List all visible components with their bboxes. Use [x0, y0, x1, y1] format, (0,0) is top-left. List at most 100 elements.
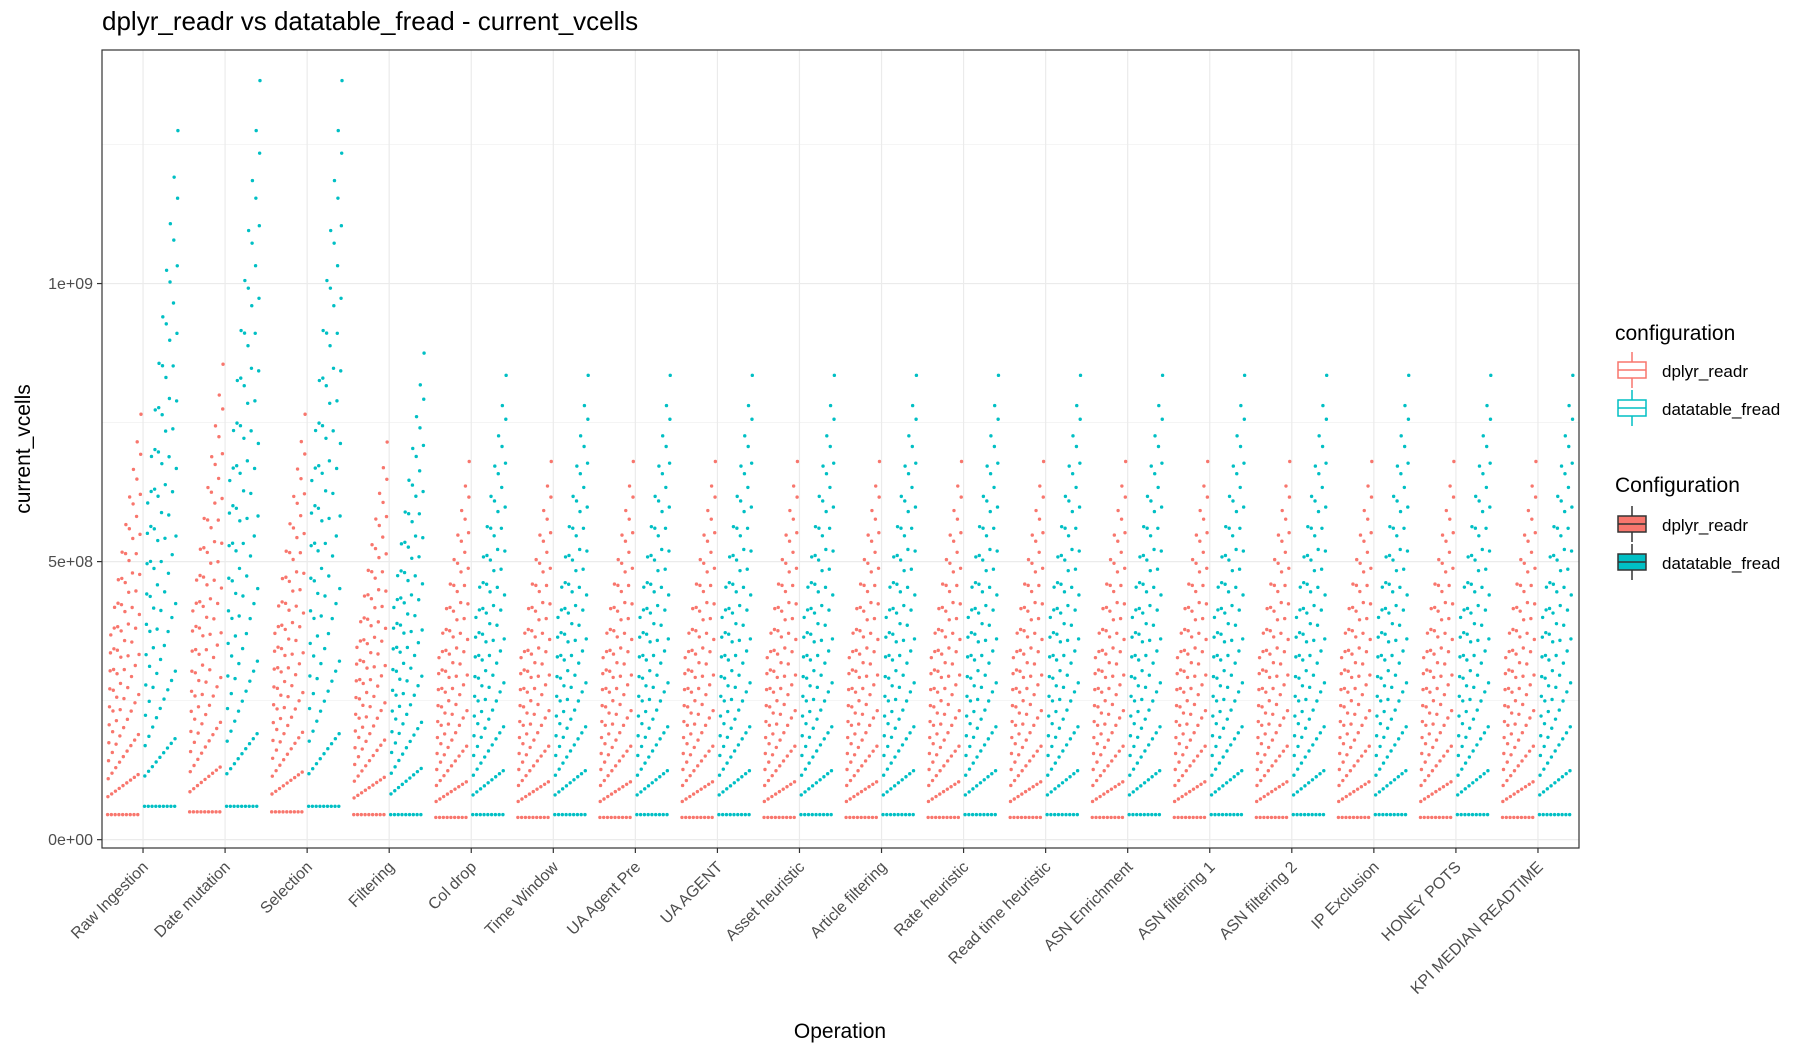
data-point — [1524, 723, 1528, 728]
data-point — [278, 740, 282, 744]
data-point — [1096, 705, 1100, 709]
data-point — [236, 709, 241, 713]
data-point — [891, 606, 895, 611]
data-point — [933, 631, 937, 635]
data-point — [1036, 616, 1041, 621]
data-point — [221, 362, 225, 366]
data-point — [829, 769, 834, 773]
data-point — [581, 608, 585, 612]
data-point — [450, 738, 454, 742]
data-point — [1018, 627, 1023, 632]
data-point — [1525, 662, 1529, 666]
data-point — [1378, 721, 1383, 726]
data-point — [719, 694, 723, 699]
data-point — [1266, 745, 1271, 750]
data-point — [322, 646, 327, 651]
data-point — [565, 726, 569, 730]
data-point — [373, 606, 377, 610]
data-point — [1483, 690, 1487, 694]
data-point — [737, 708, 741, 712]
data-point — [561, 709, 566, 714]
data-point — [778, 712, 783, 716]
data-point — [284, 575, 288, 579]
data-point — [545, 484, 550, 488]
data-point — [609, 815, 613, 820]
data-point — [1307, 717, 1312, 721]
data-point — [1486, 725, 1490, 729]
data-point — [821, 499, 825, 503]
data-point — [1517, 686, 1521, 691]
data-point — [914, 373, 919, 378]
data-point — [1556, 812, 1561, 817]
data-point — [1229, 743, 1233, 747]
data-point — [577, 547, 582, 552]
data-point — [573, 638, 577, 643]
data-point — [653, 494, 657, 499]
data-point — [1203, 744, 1207, 748]
data-point — [366, 593, 370, 597]
data-point — [939, 699, 943, 703]
data-point — [1069, 661, 1073, 665]
data-point — [371, 753, 375, 758]
data-point — [1107, 686, 1111, 691]
data-point — [718, 753, 722, 758]
data-point — [688, 753, 693, 757]
data-point — [135, 477, 139, 481]
data-point — [492, 499, 497, 503]
data-point — [1348, 769, 1353, 773]
data-point — [647, 755, 651, 759]
data-point — [499, 526, 504, 530]
data-point — [124, 812, 129, 817]
data-point — [1296, 699, 1301, 703]
data-point — [212, 617, 216, 621]
data-point — [1262, 815, 1266, 820]
data-point — [1379, 676, 1383, 680]
data-point — [718, 734, 722, 738]
data-point — [867, 754, 872, 758]
data-point — [1159, 505, 1164, 509]
data-point — [245, 401, 250, 405]
data-point — [356, 793, 360, 798]
data-point — [232, 762, 237, 766]
data-point — [162, 590, 167, 594]
data-point — [1468, 697, 1472, 702]
data-point — [1069, 585, 1074, 590]
data-point — [1318, 731, 1323, 735]
data-point — [711, 708, 715, 713]
data-point — [721, 744, 726, 749]
data-point — [306, 804, 311, 808]
data-point — [200, 663, 205, 667]
data-point — [1100, 669, 1104, 673]
data-point — [323, 489, 328, 493]
data-point — [1221, 755, 1225, 759]
data-point — [1105, 789, 1110, 794]
data-point — [208, 668, 212, 672]
data-point — [1135, 812, 1139, 817]
data-point — [205, 550, 209, 555]
data-point — [246, 228, 251, 233]
data-point — [1562, 547, 1567, 552]
data-point — [449, 764, 454, 768]
data-point — [663, 526, 668, 530]
data-point — [1316, 509, 1321, 514]
data-point — [1234, 547, 1238, 552]
data-point — [404, 812, 408, 817]
data-point — [214, 768, 219, 772]
data-point — [987, 661, 991, 665]
data-point — [603, 742, 607, 746]
data-point — [973, 580, 978, 585]
data-point — [256, 514, 260, 518]
data-point — [1360, 754, 1364, 758]
data-point — [660, 547, 664, 552]
data-point — [1462, 585, 1467, 589]
data-point — [985, 464, 989, 468]
data-point — [1037, 517, 1042, 521]
data-point — [196, 757, 200, 762]
data-point — [1449, 780, 1453, 784]
data-point — [738, 568, 742, 573]
data-point — [693, 699, 697, 703]
data-point — [1159, 549, 1163, 553]
data-point — [475, 767, 479, 771]
data-point — [106, 759, 111, 763]
data-point — [359, 791, 364, 795]
